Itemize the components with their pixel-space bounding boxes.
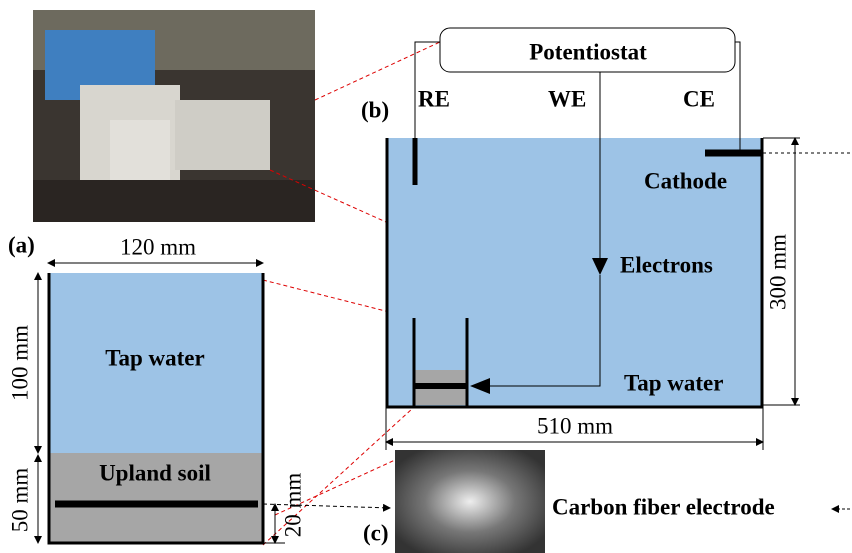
height-label: 100 mm xyxy=(7,325,32,401)
apparatus-photo xyxy=(33,10,315,222)
panel-c: (c) Carbon fiber electrode xyxy=(363,450,850,553)
cathode-label: Cathode xyxy=(644,168,727,193)
electrode-caption: Carbon fiber electrode xyxy=(552,494,775,519)
electrode-label: CE xyxy=(683,86,715,111)
electrode-photo xyxy=(395,450,545,553)
water-label: Tap water xyxy=(105,345,204,370)
electrode-label: WE xyxy=(548,86,586,111)
height-label: 300 mm xyxy=(765,234,790,310)
figure: (a) 120 mm 100 mm 50 mm 20 mm Tap water … xyxy=(0,0,852,553)
panel-label: (c) xyxy=(363,520,389,545)
panel-b: Potentiostat (b) RE WE CE Cathode Electr… xyxy=(361,28,852,450)
electrons-label: Electrons xyxy=(620,252,713,277)
depth-label: 20 mm xyxy=(280,473,305,538)
panel-a: (a) 120 mm 100 mm 50 mm 20 mm Tap water … xyxy=(7,232,390,543)
height-label: 50 mm xyxy=(7,468,32,533)
soil-label: Upland soil xyxy=(99,460,211,485)
water-label: Tap water xyxy=(624,370,723,395)
width-label: 510 mm xyxy=(537,413,613,438)
electrode-label: RE xyxy=(418,86,450,111)
width-label: 120 mm xyxy=(120,234,196,259)
potentiostat-label: Potentiostat xyxy=(529,39,647,64)
panel-label: (a) xyxy=(8,232,35,257)
panel-label: (b) xyxy=(361,97,389,122)
